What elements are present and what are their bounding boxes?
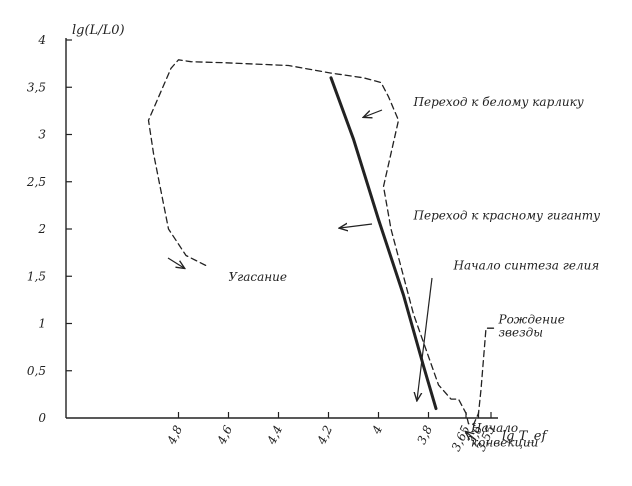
helium-synthesis-arrow: [417, 277, 433, 400]
annotation-label: Переход к красному гиганту: [413, 209, 601, 223]
y-tick-label: 2,5: [26, 175, 46, 189]
x-tick-label: 4,2: [314, 423, 335, 447]
track-solid-line: [329, 76, 438, 411]
y-tick-label: 3: [38, 128, 46, 142]
y-tick-label: 4: [37, 33, 46, 47]
series-group: [147, 59, 495, 426]
y-tick-label: 1,5: [27, 269, 46, 283]
convection-arrow: [466, 432, 477, 441]
x-axis-title: lg T_ef: [502, 429, 548, 444]
y-tick-label: 1: [38, 317, 46, 331]
y-tick-label: 2: [37, 222, 46, 236]
annotation-label: Угасание: [229, 270, 288, 284]
annotation-label: конвекции: [471, 435, 538, 449]
axes: lg(L/L0) lg T_ef: [65, 23, 548, 444]
track-dashed-line: [147, 59, 495, 426]
x-tick-label: 4,8: [164, 423, 185, 447]
annotation-arrows: [167, 109, 477, 441]
annotation-label: Рождение: [498, 313, 565, 327]
red-giant-arrow: [340, 224, 373, 228]
y-axis-title: lg(L/L0): [72, 23, 125, 38]
x-tick-label: 4: [369, 423, 385, 437]
annotation-label: звезды: [499, 326, 544, 340]
x-tick-label: 3,8: [414, 423, 435, 447]
white-dwarf-arrow: [364, 109, 383, 117]
annotations-group: Переход к белому карлику Переход к красно…: [229, 95, 601, 449]
x-tick-label: 4,6: [214, 423, 235, 447]
y-tick-label: 3,5: [27, 80, 46, 94]
x-tick-label: 4,4: [264, 423, 285, 447]
annotation-label: Переход к белому карлику: [413, 95, 584, 109]
y-tick-label: 0,5: [27, 364, 46, 378]
annotation-label: Начало: [470, 421, 518, 435]
annotation-label: Начало синтеза гелия: [453, 259, 600, 273]
y-tick-label: 0: [38, 411, 46, 425]
fading-arrow: [167, 257, 184, 268]
